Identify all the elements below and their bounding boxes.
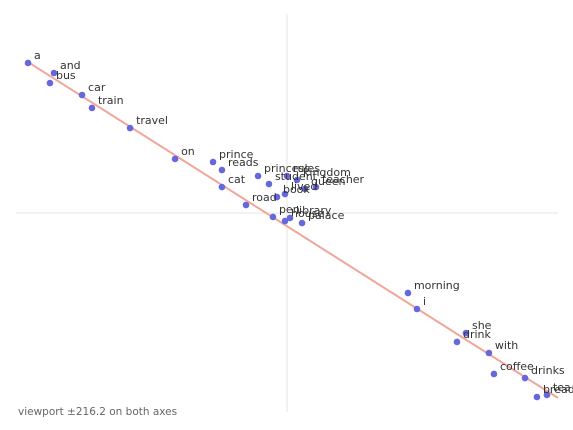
- point: [269, 213, 277, 221]
- point-label: book: [283, 183, 310, 196]
- point: [462, 329, 470, 337]
- point-label: kingdom: [303, 166, 351, 179]
- point-label: drink: [463, 328, 492, 341]
- point: [78, 91, 86, 99]
- point: [286, 214, 294, 222]
- point: [265, 180, 273, 188]
- point-label: bus: [56, 69, 76, 82]
- point-label: travel: [136, 114, 168, 127]
- point-label: lived: [291, 180, 317, 193]
- point: [46, 79, 54, 87]
- point: [281, 217, 289, 225]
- point-label: reads: [228, 156, 259, 169]
- point: [485, 349, 493, 357]
- point: [281, 190, 289, 198]
- caption: viewport ±216.2 on both axes: [18, 406, 177, 418]
- point-label: teacher: [322, 173, 365, 186]
- point-label: drinks: [531, 364, 565, 377]
- point: [521, 374, 529, 382]
- point: [293, 176, 301, 184]
- point-label: cat: [228, 173, 246, 186]
- point-label: queen: [311, 175, 345, 188]
- point: [50, 69, 58, 77]
- point-label: pen: [279, 203, 300, 216]
- point-label: student: [275, 170, 318, 183]
- fit-line: [27, 61, 559, 399]
- point-label: rules: [293, 162, 320, 175]
- point-label: with: [495, 339, 518, 352]
- point: [404, 289, 412, 297]
- point: [171, 155, 179, 163]
- point: [312, 183, 320, 191]
- point-label: house: [291, 207, 324, 220]
- point-label: tea: [553, 381, 571, 394]
- point: [543, 391, 551, 399]
- point: [24, 59, 32, 67]
- point-label: train: [98, 94, 124, 107]
- point-label: princess: [264, 162, 310, 175]
- point-label: road: [252, 191, 277, 204]
- point-label: on: [181, 145, 195, 158]
- point: [298, 219, 306, 227]
- point-label: palace: [308, 209, 345, 222]
- point: [533, 393, 541, 401]
- point: [218, 166, 226, 174]
- point-label: car: [88, 81, 106, 94]
- point-label: library: [296, 204, 332, 217]
- point: [88, 104, 96, 112]
- point-label: and: [60, 59, 81, 72]
- point-label: coffee: [500, 360, 534, 373]
- point: [453, 338, 461, 346]
- point: [218, 183, 226, 191]
- point: [273, 193, 281, 201]
- point-label: i: [423, 295, 426, 308]
- point-label: prince: [219, 148, 254, 161]
- point: [242, 201, 250, 209]
- point: [413, 305, 421, 313]
- point-label: she: [472, 319, 492, 332]
- point: [490, 370, 498, 378]
- point: [126, 124, 134, 132]
- point-label: bread: [543, 383, 573, 396]
- point: [301, 185, 309, 193]
- point-label: morning: [414, 279, 460, 292]
- point-label: a: [34, 49, 41, 62]
- point: [283, 172, 291, 180]
- point: [254, 172, 262, 180]
- point: [209, 158, 217, 166]
